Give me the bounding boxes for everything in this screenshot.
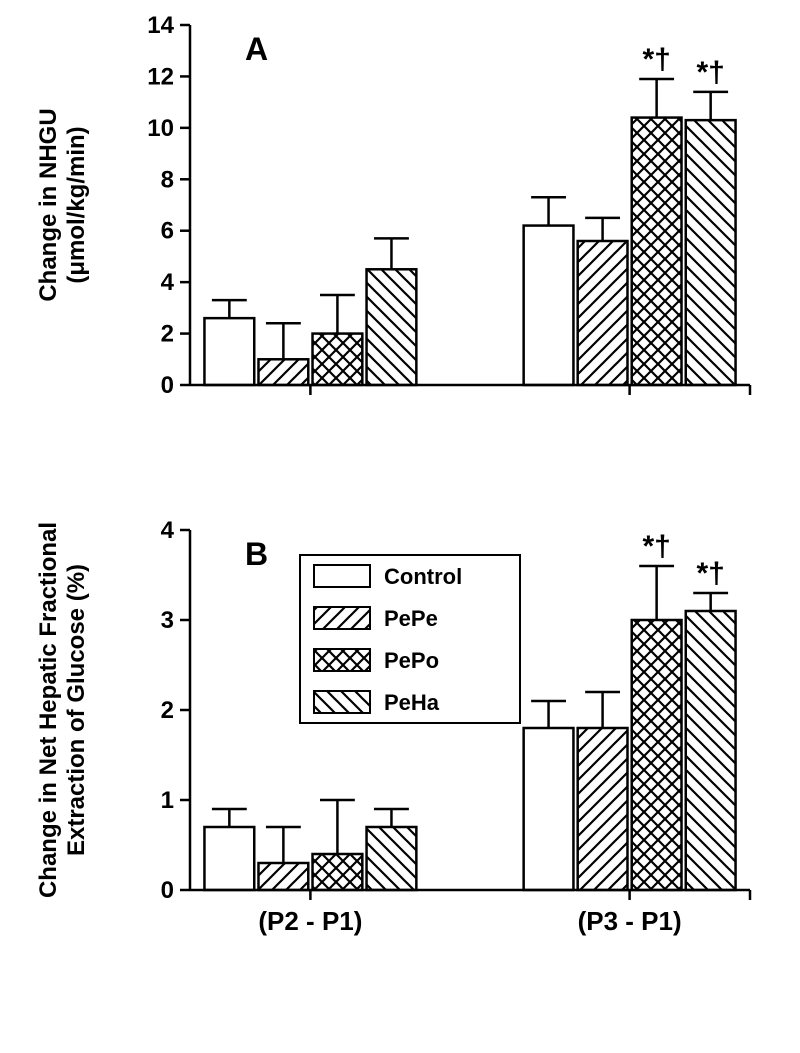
svg-text:Change in NHGU: Change in NHGU [35, 108, 62, 301]
svg-text:PeHa: PeHa [384, 690, 440, 715]
svg-text:1: 1 [161, 787, 174, 814]
svg-text:PePo: PePo [384, 648, 439, 673]
svg-text:2: 2 [161, 321, 174, 348]
svg-text:8: 8 [161, 166, 174, 193]
svg-text:(μmol/kg/min): (μmol/kg/min) [63, 126, 90, 283]
svg-text:4: 4 [161, 269, 175, 296]
svg-text:10: 10 [147, 115, 174, 142]
figure: 02468101214*†*†Change in NHGU(μmol/kg/mi… [0, 0, 800, 1053]
svg-text:6: 6 [161, 218, 174, 245]
svg-text:*†: *† [642, 530, 670, 563]
svg-text:*†: *† [696, 56, 724, 89]
svg-text:A: A [245, 31, 268, 67]
svg-text:14: 14 [147, 12, 174, 39]
svg-text:Change in Net Hepatic Fraction: Change in Net Hepatic Fractional [35, 522, 62, 898]
svg-text:*†: *† [642, 43, 670, 76]
svg-text:(P2 - P1): (P2 - P1) [258, 906, 362, 936]
svg-text:3: 3 [161, 607, 174, 634]
svg-text:*†: *† [696, 557, 724, 590]
svg-text:B: B [245, 536, 268, 572]
svg-text:0: 0 [161, 372, 174, 399]
svg-text:(P3 - P1): (P3 - P1) [578, 906, 682, 936]
svg-text:Control: Control [384, 564, 462, 589]
svg-text:4: 4 [161, 517, 175, 544]
svg-text:0: 0 [161, 877, 174, 904]
svg-text:2: 2 [161, 697, 174, 724]
svg-text:Extraction of Glucose (%): Extraction of Glucose (%) [63, 564, 90, 856]
svg-text:PePe: PePe [384, 606, 438, 631]
chart-svg: 02468101214*†*†Change in NHGU(μmol/kg/mi… [0, 0, 800, 1053]
svg-text:12: 12 [147, 63, 174, 90]
